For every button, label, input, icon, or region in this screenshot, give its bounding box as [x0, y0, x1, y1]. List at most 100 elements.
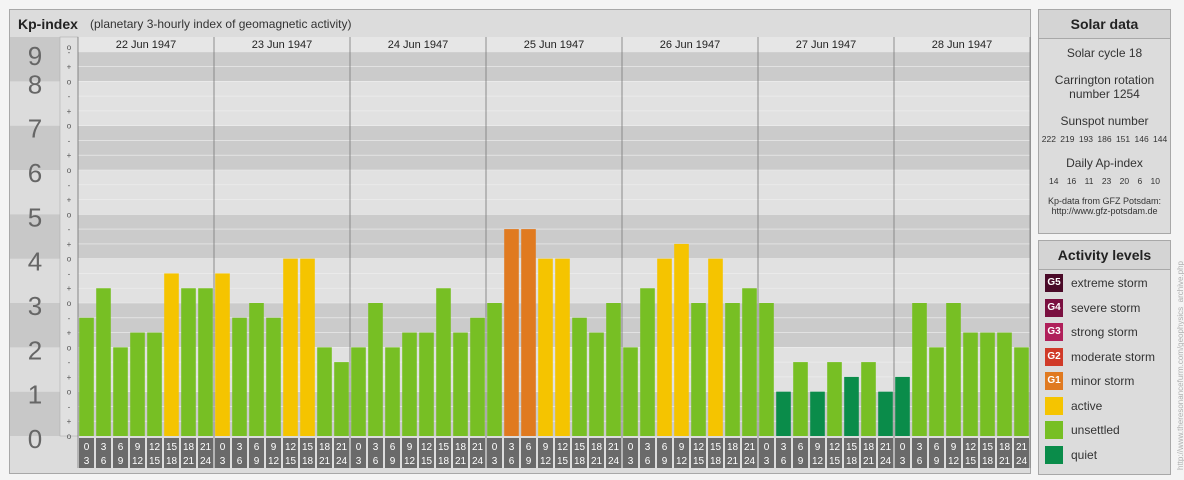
sunspot-values: 222 219 193 186 151 146 144 — [1041, 134, 1168, 144]
kp-bar — [742, 288, 757, 436]
solar-cycle: Solar cycle 18 — [1066, 46, 1143, 60]
interval-end: 6 — [509, 456, 515, 467]
interval-end: 15 — [829, 456, 841, 467]
y-axis-band — [10, 214, 60, 259]
interval-cell — [266, 438, 281, 468]
interval-cell — [946, 438, 961, 468]
kp-bar — [283, 258, 298, 436]
activity-level-quiet: quiet — [1045, 445, 1098, 464]
interval-cell — [793, 438, 808, 468]
interval-start: 21 — [608, 442, 620, 453]
interval-end: 12 — [132, 456, 144, 467]
day-label: 25 Jun 1947 — [524, 39, 585, 51]
interval-end: 15 — [693, 456, 705, 467]
interval-start: 3 — [917, 442, 923, 453]
y-subtick-mark: o — [67, 122, 72, 131]
interval-end: 21 — [319, 456, 331, 467]
interval-cell — [130, 438, 145, 468]
kp-bar — [317, 347, 332, 436]
interval-end: 6 — [781, 456, 787, 467]
y-subtick-mark: o — [67, 255, 72, 264]
interval-end: 12 — [268, 456, 280, 467]
interval-start: 3 — [237, 442, 243, 453]
y-subtick-mark: - — [68, 402, 71, 411]
kp-bar — [623, 347, 638, 436]
ap-index-values: 14 16 11 23 20 6 10 — [1049, 176, 1160, 186]
y-axis-band — [10, 258, 60, 303]
interval-end: 12 — [676, 456, 688, 467]
y-axis-band — [10, 170, 60, 215]
y-axis-band — [10, 37, 60, 82]
y-tick-label: 4 — [28, 247, 42, 277]
interval-end: 3 — [356, 456, 362, 467]
interval-start: 3 — [101, 442, 107, 453]
interval-cell — [759, 438, 774, 468]
activity-level-swatch: G5 — [1045, 274, 1063, 292]
day-label: 27 Jun 1947 — [796, 39, 857, 51]
interval-end: 6 — [645, 456, 651, 467]
activity-level-label: extreme storm — [1071, 276, 1148, 290]
interval-cell — [215, 438, 230, 468]
interval-end: 15 — [557, 456, 569, 467]
kp-bar — [79, 317, 94, 436]
activity-level-active: active — [1045, 396, 1102, 415]
watermark-url: http://www.theresonancefurm.com/geophysi… — [1176, 261, 1184, 470]
interval-start: 12 — [829, 442, 841, 453]
sunspot-label: Sunspot number — [1060, 114, 1149, 128]
interval-start: 6 — [254, 442, 260, 453]
interval-start: 0 — [84, 442, 90, 453]
y-subtick-mark: - — [68, 181, 71, 190]
interval-cell — [589, 438, 604, 468]
activity-level-label: quiet — [1071, 447, 1098, 462]
kp-bar — [130, 332, 145, 436]
interval-cell — [538, 438, 553, 468]
carrington-line-1: Carrington rotation — [1054, 73, 1155, 87]
kp-bar — [181, 288, 196, 436]
interval-end: 18 — [574, 456, 586, 467]
interval-cell — [674, 438, 689, 468]
kp-bar — [674, 243, 689, 436]
activity-level-swatch: G1 — [1045, 372, 1063, 390]
interval-cell — [147, 438, 162, 468]
activity-level-label: moderate storm — [1071, 349, 1156, 364]
source-link[interactable]: http://www.gfz-potsdam.de — [1051, 206, 1158, 216]
day-header-row — [78, 37, 1030, 52]
interval-start: 6 — [526, 442, 532, 453]
kp-bar — [504, 229, 519, 436]
y-tick-label: 3 — [28, 291, 42, 321]
kp-bar — [844, 376, 859, 436]
y-subtick-mark: + — [67, 107, 72, 116]
interval-end: 12 — [404, 456, 416, 467]
interval-start: 12 — [965, 442, 977, 453]
interval-start: 15 — [438, 442, 450, 453]
interval-start: 9 — [407, 442, 413, 453]
interval-end: 18 — [438, 456, 450, 467]
interval-start: 18 — [999, 442, 1011, 453]
interval-cell — [436, 438, 451, 468]
y-subtick-mark: + — [67, 240, 72, 249]
interval-cell — [657, 438, 672, 468]
y-subtick-mark: o — [67, 210, 72, 219]
interval-start: 12 — [149, 442, 161, 453]
kp-bar — [555, 258, 570, 436]
interval-start: 0 — [220, 442, 226, 453]
interval-start: 0 — [356, 442, 362, 453]
y-subtick-mark: o — [67, 77, 72, 86]
interval-end: 9 — [118, 456, 124, 467]
y-subtick-mark: o — [67, 432, 72, 441]
interval-end: 9 — [798, 456, 804, 467]
interval-end: 18 — [302, 456, 314, 467]
interval-end: 24 — [472, 456, 484, 467]
interval-start: 18 — [727, 442, 739, 453]
kp-bar — [895, 376, 910, 436]
y-subtick-mark: + — [67, 151, 72, 160]
interval-start: 21 — [472, 442, 484, 453]
interval-start: 6 — [662, 442, 668, 453]
activity-level-swatch: G3 — [1045, 323, 1063, 341]
interval-end: 6 — [917, 456, 923, 467]
interval-end: 18 — [166, 456, 178, 467]
kp-bar — [419, 332, 434, 436]
interval-end: 15 — [965, 456, 977, 467]
interval-cell — [385, 438, 400, 468]
interval-cell — [810, 438, 825, 468]
